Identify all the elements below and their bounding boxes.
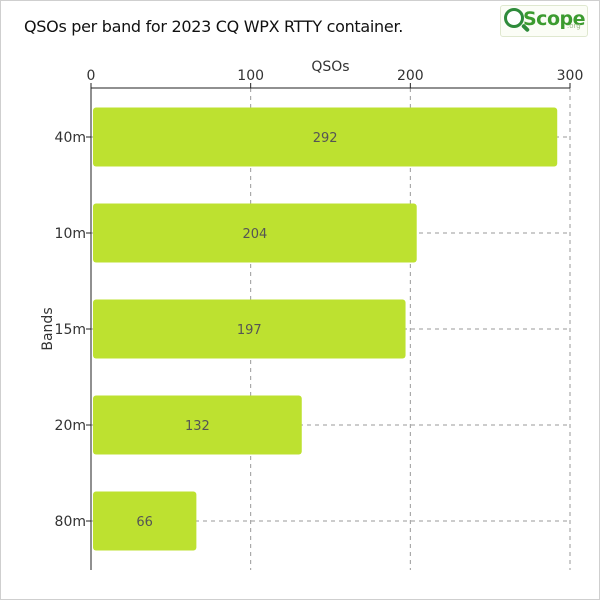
- bar-80m: [93, 491, 197, 551]
- bar-value-label: 197: [237, 323, 262, 338]
- x-tick-label: 0: [87, 68, 96, 84]
- logo-suffix: .org: [567, 22, 581, 30]
- y-axis-label: Bands: [40, 307, 56, 350]
- y-tick-label: 20m: [55, 418, 86, 434]
- bar-value-label: 292: [313, 131, 338, 146]
- bar-15m: [93, 299, 406, 359]
- y-tick-label: 80m: [55, 514, 86, 530]
- y-tick-label: 40m: [55, 130, 86, 146]
- magnifier-q-icon: [504, 8, 524, 28]
- x-tick-label: 200: [397, 68, 424, 84]
- bar-40m: [93, 107, 558, 167]
- x-tick-label: 300: [557, 68, 584, 84]
- x-tick-label: 100: [237, 68, 264, 84]
- bar-value-label: 132: [185, 419, 210, 434]
- x-axis-label: QSOs: [311, 59, 349, 75]
- y-tick-label: 10m: [55, 226, 86, 242]
- bars: 292 204 197 132 66: [93, 107, 558, 551]
- bar-10m: [93, 203, 417, 263]
- axes: 0 100 200 300 40m 10m 15m 20m 80m: [55, 68, 584, 570]
- logo-wordmark: Scope: [523, 8, 586, 30]
- y-tick-label: 15m: [55, 322, 86, 338]
- bar-value-label: 204: [242, 227, 267, 242]
- bar-value-label: 66: [136, 515, 153, 530]
- chart-title: QSOs per band for 2023 CQ WPX RTTY conta…: [24, 17, 404, 36]
- bar-20m: [93, 395, 302, 455]
- qscope-logo[interactable]: Scope .org: [500, 5, 588, 37]
